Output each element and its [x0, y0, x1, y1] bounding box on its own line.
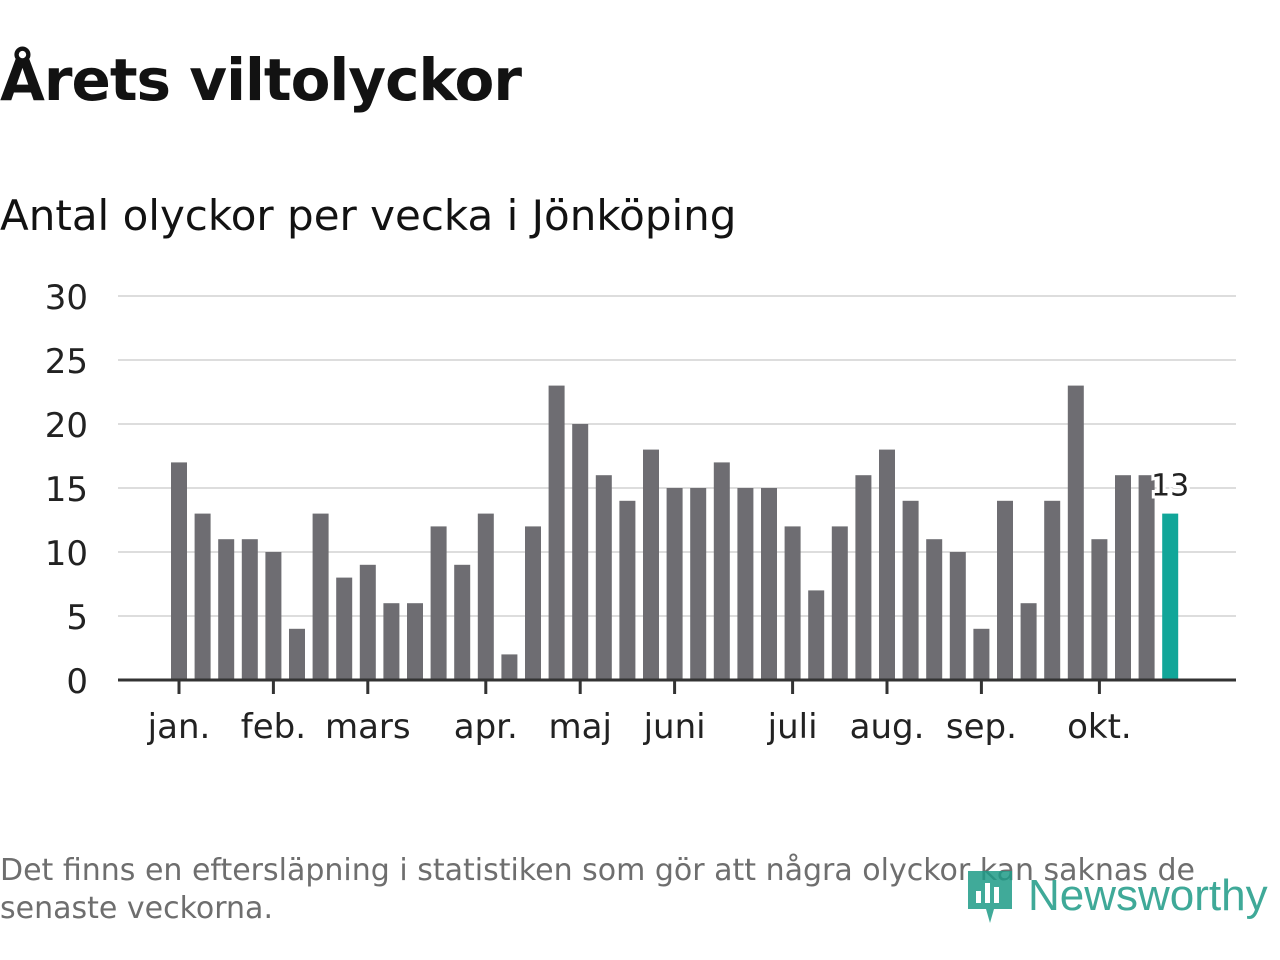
- x-tick-label: maj: [548, 707, 611, 747]
- bar: [666, 488, 683, 680]
- chart-title: Årets viltolyckor: [0, 46, 522, 114]
- bar: [1138, 475, 1155, 680]
- bar: [383, 603, 400, 680]
- bar: [973, 628, 990, 680]
- bar: [194, 513, 211, 680]
- chart-subtitle: Antal olyckor per vecka i Jönköping: [0, 191, 737, 240]
- bar: [879, 449, 895, 680]
- newsworthy-logo-text: Newsworthy: [1028, 871, 1268, 920]
- x-tick-label: mars: [325, 707, 411, 747]
- bar: [1115, 475, 1131, 680]
- bar: [336, 577, 353, 680]
- bar: [997, 500, 1013, 680]
- data-labels: 13: [1148, 466, 1192, 507]
- bar: [289, 628, 305, 680]
- x-tick-label: juli: [767, 707, 818, 747]
- bar: [241, 539, 258, 680]
- y-tick-label: 5: [66, 598, 88, 638]
- y-axis-tick-labels: 0 5 10 15 20 25 30: [45, 278, 88, 702]
- y-tick-label: 20: [45, 406, 88, 446]
- bar: [218, 539, 235, 680]
- bar: [808, 590, 825, 680]
- bar: [1044, 500, 1061, 680]
- x-tick-label: feb.: [241, 707, 306, 747]
- bar-chart: 0 5 10 15 20 25 30 jan. feb. mars apr. maj juni juli…: [45, 278, 1236, 747]
- x-tick-label: aug.: [850, 707, 925, 747]
- newsworthy-logo-icon: [968, 871, 1012, 923]
- bar: [949, 552, 966, 680]
- bar: [1020, 603, 1037, 680]
- y-tick-label: 25: [45, 342, 88, 382]
- bar: [643, 449, 659, 680]
- footnote: Det finns en eftersläpning i statistiken…: [0, 853, 1195, 926]
- bar: [831, 526, 848, 680]
- bar: [312, 513, 329, 680]
- bar: [855, 475, 872, 680]
- bar: [761, 488, 777, 680]
- x-tick-label: sep.: [946, 707, 1017, 747]
- y-tick-label: 0: [66, 662, 88, 702]
- bar: [548, 385, 565, 680]
- bar: [501, 654, 518, 680]
- bar: [525, 526, 541, 680]
- y-tick-label: 10: [45, 534, 88, 574]
- x-tick-label: okt.: [1067, 707, 1132, 747]
- x-tick-label: juni: [643, 707, 706, 747]
- bar-latest-week: [1162, 513, 1179, 680]
- bars: [171, 385, 1179, 680]
- bar: [1067, 385, 1084, 680]
- y-tick-label: 30: [45, 278, 88, 318]
- x-axis-tick-labels: jan. feb. mars apr. maj juni juli aug. sep. okt.: [147, 680, 1132, 747]
- bar: [595, 475, 612, 680]
- latest-value-label: 13: [1151, 469, 1189, 504]
- bar: [784, 526, 801, 680]
- bar: [430, 526, 447, 680]
- bar: [1091, 539, 1108, 680]
- bar: [690, 488, 707, 680]
- bar: [407, 603, 423, 680]
- x-tick-label: apr.: [454, 707, 518, 747]
- bar: [737, 488, 754, 680]
- bar: [926, 539, 943, 680]
- y-tick-label: 15: [45, 470, 88, 510]
- bar: [572, 424, 589, 680]
- bar: [619, 500, 636, 680]
- bar: [713, 462, 730, 680]
- x-tick-label: jan.: [147, 707, 211, 747]
- bar: [359, 564, 376, 680]
- bar: [171, 462, 187, 680]
- bar: [902, 500, 919, 680]
- bar: [265, 552, 282, 680]
- bar: [454, 564, 471, 680]
- newsworthy-logo: Newsworthy: [964, 864, 1268, 928]
- bar: [477, 513, 494, 680]
